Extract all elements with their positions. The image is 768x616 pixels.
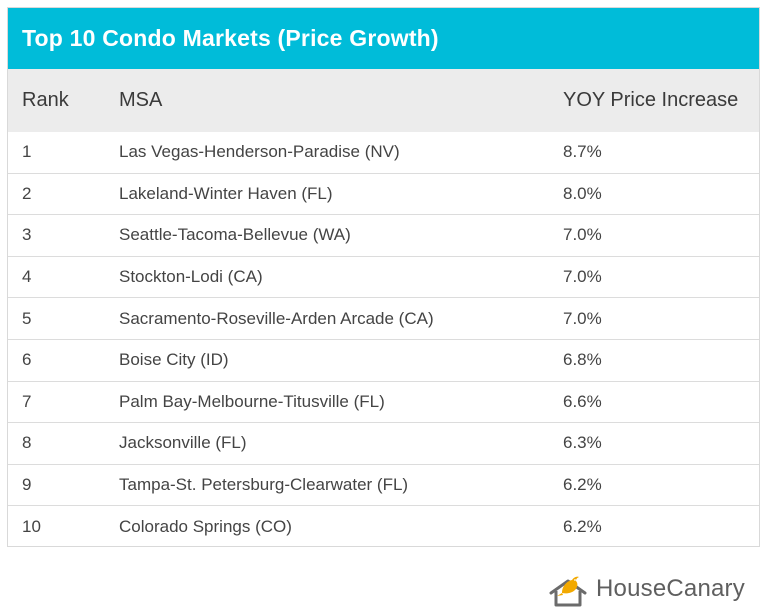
msa-cell: Jacksonville (FL) — [119, 433, 247, 453]
msa-cell: Lakeland-Winter Haven (FL) — [119, 183, 333, 203]
msa-cell: Boise City (ID) — [119, 350, 229, 370]
msa-cell: Sacramento-Roseville-Arden Arcade (CA) — [119, 308, 434, 328]
yoy-cell: 6.3% — [563, 433, 602, 453]
table-card: Top 10 Condo Markets (Price Growth) Rank… — [7, 7, 760, 547]
housecanary-logo: HouseCanary — [548, 570, 745, 608]
column-header-yoy: YOY Price Increase — [563, 89, 739, 111]
msa-cell: Stockton-Lodi (CA) — [119, 267, 263, 287]
rank-cell: 9 — [22, 475, 32, 495]
table-row: 7 Palm Bay-Melbourne-Titusville (FL) 6.6… — [8, 382, 759, 424]
table-body: 1 Las Vegas-Henderson-Paradise (NV) 8.7%… — [8, 132, 759, 548]
table-row: 2 Lakeland-Winter Haven (FL) 8.0% — [8, 174, 759, 216]
rank-cell: 10 — [22, 517, 41, 537]
rank-cell: 1 — [22, 142, 32, 162]
rank-cell: 2 — [22, 183, 32, 203]
yoy-cell: 6.2% — [563, 517, 602, 537]
yoy-cell: 7.0% — [563, 225, 602, 245]
yoy-cell: 8.7% — [563, 142, 602, 162]
table-row: 3 Seattle-Tacoma-Bellevue (WA) 7.0% — [8, 215, 759, 257]
table-row: 6 Boise City (ID) 6.8% — [8, 340, 759, 382]
rank-cell: 3 — [22, 225, 32, 245]
canary-house-icon — [548, 571, 588, 607]
column-header-msa: MSA — [119, 89, 163, 111]
msa-cell: Tampa-St. Petersburg-Clearwater (FL) — [119, 475, 409, 495]
msa-cell: Las Vegas-Henderson-Paradise (NV) — [119, 142, 400, 162]
rank-cell: 8 — [22, 433, 32, 453]
table-row: 9 Tampa-St. Petersburg-Clearwater (FL) 6… — [8, 465, 759, 507]
table-row: 1 Las Vegas-Henderson-Paradise (NV) 8.7% — [8, 132, 759, 174]
yoy-cell: 8.0% — [563, 183, 602, 203]
rank-cell: 5 — [22, 308, 32, 328]
yoy-cell: 6.6% — [563, 391, 602, 411]
table-title: Top 10 Condo Markets (Price Growth) — [8, 8, 759, 69]
logo-wordmark: HouseCanary — [596, 575, 745, 602]
msa-cell: Seattle-Tacoma-Bellevue (WA) — [119, 225, 351, 245]
rank-cell: 6 — [22, 350, 32, 370]
table-row: 5 Sacramento-Roseville-Arden Arcade (CA)… — [8, 298, 759, 340]
msa-cell: Colorado Springs (CO) — [119, 517, 292, 537]
yoy-cell: 6.8% — [563, 350, 602, 370]
rank-cell: 4 — [22, 267, 32, 287]
column-header-rank: Rank — [22, 89, 69, 111]
table-row: 8 Jacksonville (FL) 6.3% — [8, 423, 759, 465]
table-row: 10 Colorado Springs (CO) 6.2% — [8, 506, 759, 548]
table-header-row: Rank MSA YOY Price Increase — [8, 69, 759, 132]
table-row: 4 Stockton-Lodi (CA) 7.0% — [8, 257, 759, 299]
rank-cell: 7 — [22, 391, 32, 411]
yoy-cell: 7.0% — [563, 308, 602, 328]
msa-cell: Palm Bay-Melbourne-Titusville (FL) — [119, 391, 385, 411]
yoy-cell: 7.0% — [563, 267, 602, 287]
yoy-cell: 6.2% — [563, 475, 602, 495]
